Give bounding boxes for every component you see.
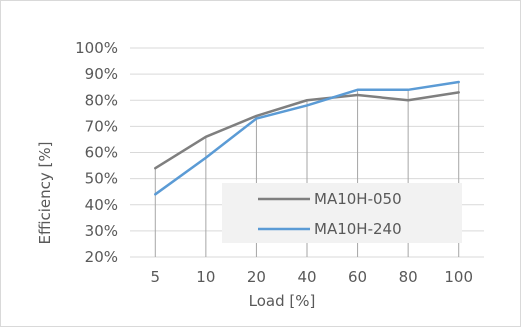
series-lines [154, 80, 460, 196]
series-line [154, 91, 460, 170]
y-tick-label: 50% [85, 170, 118, 188]
y-tick-label: 30% [85, 222, 118, 240]
y-tick-label: 100% [75, 39, 118, 57]
y-tick-label: 20% [85, 248, 118, 266]
x-tick-label: 5 [151, 268, 161, 286]
y-axis-ticks: 20% 30% 40% 50% 60% 70% 80% 90% 100% [75, 39, 118, 266]
y-tick-label: 70% [85, 117, 118, 135]
series-line [154, 80, 460, 196]
y-tick-label: 80% [85, 91, 118, 109]
legend-box [222, 183, 462, 243]
x-tick-label: 40 [297, 268, 316, 286]
x-tick-label: 10 [196, 268, 215, 286]
legend-label: MA10H-240 [314, 220, 402, 238]
x-axis-ticks: 5 10 20 40 60 80 100 [151, 268, 474, 286]
y-tick-label: 60% [85, 144, 118, 162]
x-axis-title: Load [%] [249, 292, 316, 310]
y-tick-label: 40% [85, 196, 118, 214]
y-tick-label: 90% [85, 65, 118, 83]
y-axis-title: Efficiency [%] [36, 142, 54, 245]
legend: MA10H-050 MA10H-240 [258, 190, 402, 238]
legend-label: MA10H-050 [314, 190, 402, 208]
x-tick-label: 60 [348, 268, 367, 286]
x-tick-label: 20 [247, 268, 266, 286]
x-tick-label: 80 [399, 268, 418, 286]
x-tick-label: 100 [444, 268, 473, 286]
